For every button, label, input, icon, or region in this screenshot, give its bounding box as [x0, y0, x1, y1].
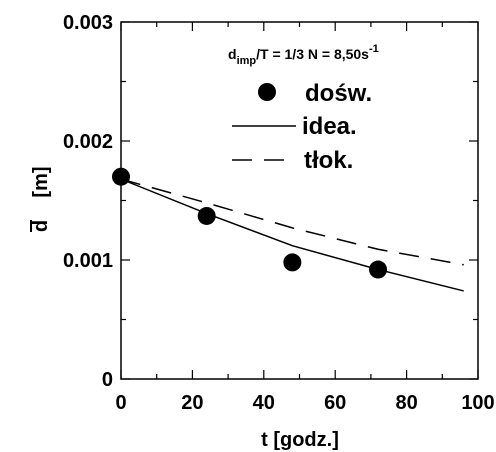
legend-label-dosw: dośw. [305, 80, 372, 107]
y-tick-label: 0.002 [63, 131, 113, 153]
x-axis-label: t [godz.] [261, 429, 339, 451]
legend-marker-dosw [258, 83, 276, 101]
y-axis-unit: [m] [30, 166, 52, 197]
annotation-superscript: -1 [369, 43, 379, 55]
legend-label-idea: idea. [302, 113, 357, 140]
y-tick-label: 0.003 [63, 12, 113, 34]
legend: dośw. idea. tłok. [232, 80, 372, 174]
x-tick-label: 100 [461, 392, 494, 414]
series-line-solid [120, 178, 464, 292]
y-axis-label: d [m] [30, 166, 52, 232]
y-axis-symbol: d [30, 220, 52, 232]
y-tick-label: 0.001 [63, 250, 113, 272]
condition-annotation: dimp/T = 1/3 N = 8,50s-1 [228, 43, 379, 67]
x-tick-label: 20 [181, 392, 203, 414]
series-line-dashed [120, 178, 464, 266]
y-tick-label: 0 [102, 369, 113, 391]
x-tick-label: 40 [253, 392, 275, 414]
ticks [120, 21, 479, 380]
series-layer [112, 167, 464, 292]
tick-labels: 0 20 40 60 80 100 0 0.001 0.002 0.003 [63, 12, 495, 414]
x-tick-label: 0 [115, 392, 126, 414]
x-tick-label: 80 [395, 392, 417, 414]
data-point [112, 167, 130, 186]
annotation-main: /T = 1/3 N = 8,50s [256, 46, 369, 62]
legend-label-tlok: tłok. [304, 147, 353, 174]
data-point [283, 253, 302, 272]
annotation-subscript: imp [237, 55, 257, 67]
x-tick-label: 60 [324, 392, 346, 414]
